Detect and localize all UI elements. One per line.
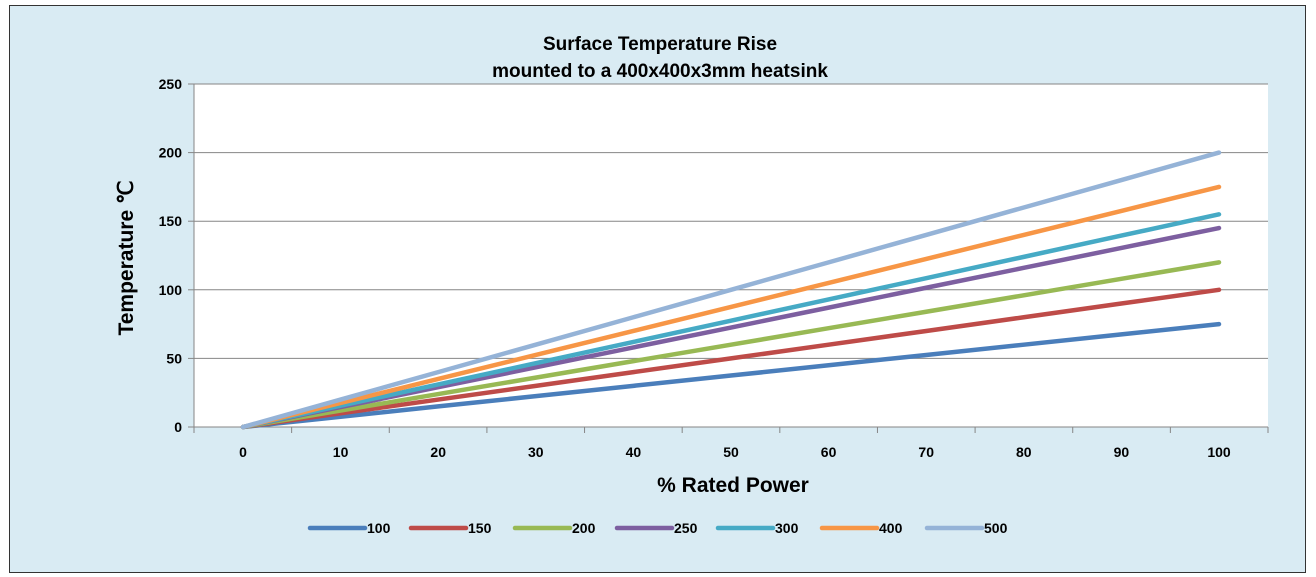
series-lines [240, 150, 1222, 430]
legend-label-400: 400 [879, 520, 903, 536]
x-tick-label: 40 [626, 444, 642, 460]
legend-label-150: 150 [468, 520, 492, 536]
legend-label-200: 200 [572, 520, 596, 536]
x-tick-label: 20 [430, 444, 446, 460]
series-line-200 [240, 260, 1222, 430]
y-tick-label: 100 [159, 282, 183, 298]
legend-label-250: 250 [674, 520, 698, 536]
y-tick-label: 50 [166, 350, 182, 366]
x-tick-label: 30 [528, 444, 544, 460]
y-axis-label: Temperature ℃ [115, 180, 138, 335]
legend: 100 150 200 250 300 400 500 [307, 520, 1008, 536]
x-tick-label: 60 [821, 444, 837, 460]
x-tick-label: 10 [333, 444, 349, 460]
series-line-150 [240, 287, 1222, 430]
x-tick-label: 100 [1207, 444, 1231, 460]
y-tick-label: 200 [159, 145, 183, 161]
legend-label-300: 300 [775, 520, 799, 536]
x-axis-label: % Rated Power [657, 474, 809, 497]
x-tick-label: 70 [918, 444, 934, 460]
y-tick-label: 150 [159, 213, 183, 229]
series-line-500 [240, 150, 1222, 430]
series-line-300 [240, 212, 1222, 430]
x-tick-label: 50 [723, 444, 739, 460]
x-tick-label: 90 [1114, 444, 1130, 460]
chart-subtitle: mounted to a 400x400x3mm heatsink [492, 61, 828, 82]
chart-title: Surface Temperature Rise [543, 34, 777, 55]
y-tick-label: 250 [159, 76, 183, 92]
series-line-400 [240, 184, 1222, 430]
x-tick-label: 80 [1016, 444, 1032, 460]
series-line-100 [240, 321, 1222, 430]
y-tick-label: 0 [174, 419, 182, 435]
tick-labels: 0 50 100 150 200 250 0 10 20 30 40 50 60 70 80 90 100 [159, 76, 1231, 460]
x-tick-label: 0 [239, 444, 247, 460]
legend-label-500: 500 [984, 520, 1008, 536]
axes [188, 83, 1269, 433]
legend-label-100: 100 [367, 520, 391, 536]
